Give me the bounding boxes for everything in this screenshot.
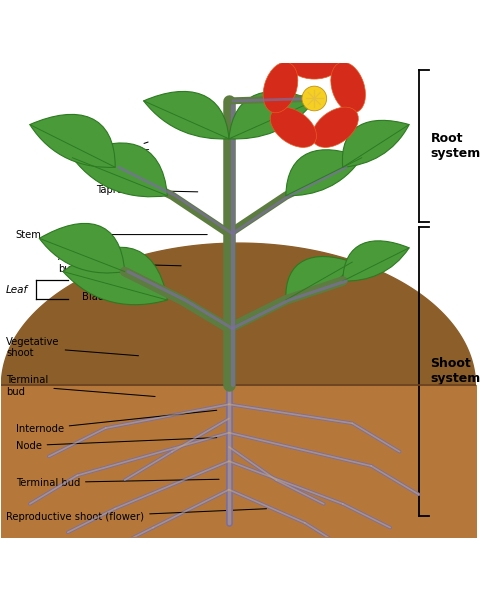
Ellipse shape xyxy=(288,47,340,79)
Text: Terminal
bud: Terminal bud xyxy=(6,376,155,397)
Ellipse shape xyxy=(312,107,358,148)
Ellipse shape xyxy=(331,62,365,113)
Circle shape xyxy=(302,86,327,111)
PathPatch shape xyxy=(30,115,115,167)
Text: Shoot
system: Shoot system xyxy=(431,357,481,385)
PathPatch shape xyxy=(39,223,125,273)
Text: Reproductive shoot (flower): Reproductive shoot (flower) xyxy=(6,509,267,522)
PathPatch shape xyxy=(73,143,167,197)
PathPatch shape xyxy=(343,241,409,281)
PathPatch shape xyxy=(286,257,352,300)
Polygon shape xyxy=(1,243,475,385)
PathPatch shape xyxy=(286,150,362,196)
Text: Root
system: Root system xyxy=(431,132,481,160)
Text: Blade: Blade xyxy=(82,292,122,302)
Text: Leaf: Leaf xyxy=(6,284,28,295)
PathPatch shape xyxy=(144,91,229,139)
Text: Petiole: Petiole xyxy=(82,277,143,287)
PathPatch shape xyxy=(63,247,167,305)
PathPatch shape xyxy=(342,121,409,167)
Text: Stem: Stem xyxy=(16,230,207,239)
Text: Node: Node xyxy=(16,437,217,451)
Ellipse shape xyxy=(263,62,298,113)
Text: Taproot: Taproot xyxy=(96,185,198,195)
Text: Internode: Internode xyxy=(16,410,217,434)
Text: Vegetative
shoot: Vegetative shoot xyxy=(6,337,138,358)
Text: Lateral roots: Lateral roots xyxy=(87,142,150,157)
Text: Terminal bud: Terminal bud xyxy=(16,478,219,488)
Ellipse shape xyxy=(270,107,317,148)
Text: Axillary
bud: Axillary bud xyxy=(58,252,181,274)
PathPatch shape xyxy=(229,91,314,139)
